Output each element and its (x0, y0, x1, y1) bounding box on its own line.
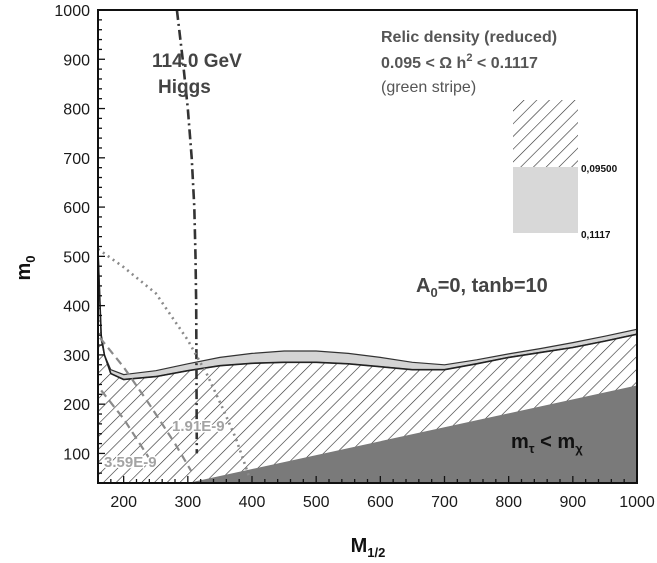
y-axis-ticks: 100 200 300 400 500 600 700 800 900 1000 (54, 3, 105, 474)
params-a: A (416, 275, 430, 297)
legend-label-1: 0,09500 (581, 164, 618, 175)
stau-chi: χ (575, 441, 583, 456)
params-rest: =0, tanb=10 (438, 275, 548, 297)
x-tick-label: 400 (239, 494, 266, 511)
y-tick-label: 800 (63, 102, 90, 119)
y-tick-label: 900 (63, 52, 90, 69)
params-label: A0=0, tanb=10 (416, 275, 548, 300)
x-axis-ticks: 200 300 400 500 600 700 800 900 1000 (97, 476, 655, 511)
x-axis-title-main: M (351, 535, 368, 557)
stau-tau: τ (529, 441, 535, 456)
relic-range-exp: 2 (466, 52, 472, 64)
x-axis-title-sub: 1/2 (367, 545, 385, 560)
bsg-label-2: 3.59E-9 (104, 454, 157, 471)
x-tick-label: 300 (174, 494, 201, 511)
y-axis-title-main: m (13, 263, 35, 281)
y-tick-label: 600 (63, 200, 90, 217)
x-tick-label: 1000 (619, 494, 655, 511)
higgs-label: Higgs (158, 77, 211, 98)
x-axis-title: M1/2 (351, 535, 386, 560)
plot-area (98, 10, 637, 483)
y-tick-label: 700 (63, 151, 90, 168)
stau-m: m (511, 431, 529, 453)
legend-label-2: 0,1117 (581, 230, 611, 241)
y-tick-label: 100 (63, 446, 90, 463)
bsg-contour-1.91e-9 (98, 247, 251, 477)
legend-gray-swatch (513, 167, 578, 233)
x-tick-label: 700 (431, 494, 458, 511)
relic-title: Relic density (reduced) (381, 29, 557, 46)
relic-range-left: 0.095 < Ω h (381, 55, 466, 72)
stau-lsp-label: mτ < mχ (511, 431, 583, 456)
y-axis-title: m0 (13, 255, 38, 280)
x-tick-label: 800 (495, 494, 522, 511)
y-tick-label: 200 (63, 397, 90, 414)
relic-range-right: < 0.1117 (472, 55, 538, 72)
y-tick-label: 400 (63, 299, 90, 316)
stau-lt: < m (535, 431, 576, 453)
relic-range: 0.095 < Ω h2 < 0.1117 (381, 52, 538, 72)
bsg-contour-3.59e-9 (99, 337, 192, 472)
relic-note: (green stripe) (381, 79, 476, 96)
y-tick-label: 500 (63, 249, 90, 266)
params-sub: 0 (430, 285, 437, 300)
hatched-boundary-line (98, 251, 637, 381)
x-tick-label: 900 (559, 494, 586, 511)
x-tick-label: 500 (303, 494, 330, 511)
x-tick-label: 600 (367, 494, 394, 511)
higgs-mass-contour (175, 10, 199, 454)
x-tick-label: 200 (110, 494, 137, 511)
legend-hatched-swatch (513, 100, 578, 167)
stau-lsp-region (187, 385, 637, 483)
y-tick-label: 1000 (54, 3, 90, 20)
y-tick-label: 300 (63, 348, 90, 365)
higgs-mass-label: 114.0 GeV (152, 51, 242, 72)
y-axis-title-sub: 0 (23, 255, 38, 262)
bsg-contour-3.59e-9-lower (100, 389, 151, 459)
bsg-label-1: 1.91E-9 (172, 418, 225, 435)
